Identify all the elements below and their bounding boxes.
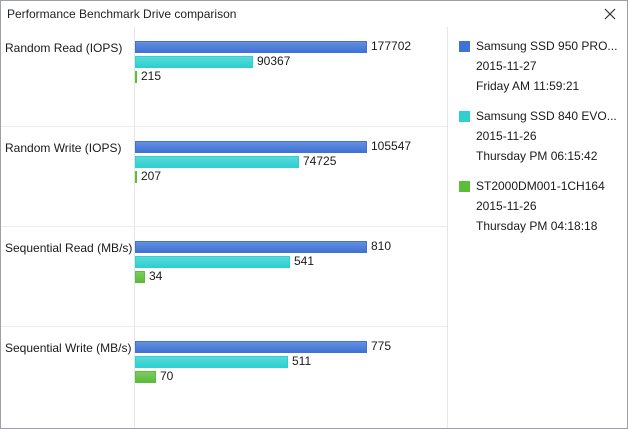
bar-sequential-read-series-1 bbox=[135, 241, 367, 253]
metric-group-sequential-read: Sequential Read (MB/s) 810 541 34 bbox=[1, 227, 448, 327]
metric-label: Sequential Write (MB/s) bbox=[5, 341, 132, 355]
legend-date: 2015-11-26 bbox=[476, 129, 537, 143]
bar-random-read-series-3 bbox=[135, 71, 137, 83]
bar-value-label: 215 bbox=[141, 69, 162, 83]
metric-group-random-write: Random Write (IOPS) 105547 74725 207 bbox=[1, 127, 448, 227]
legend-name: ST2000DM001-1CH164 bbox=[476, 179, 605, 193]
bar-value-label: 90367 bbox=[257, 54, 291, 68]
bar-random-write-series-2 bbox=[135, 156, 299, 168]
metric-group-random-read: Random Read (IOPS) 177702 90367 215 bbox=[1, 27, 448, 127]
bar-sequential-read-series-3 bbox=[135, 271, 145, 283]
group-separator bbox=[1, 326, 448, 327]
legend-swatch bbox=[459, 41, 470, 52]
bar-value-label: 541 bbox=[294, 254, 315, 268]
bar-random-read-series-2 bbox=[135, 56, 253, 68]
metric-label: Random Write (IOPS) bbox=[5, 141, 122, 155]
metric-label: Random Read (IOPS) bbox=[5, 41, 123, 55]
group-separator bbox=[1, 126, 448, 127]
bar-value-label: 775 bbox=[371, 339, 392, 353]
chart-axis-line bbox=[134, 27, 135, 428]
legend-item: Samsung SSD 840 EVO... 2015-11-26 Thursday… bbox=[459, 108, 624, 178]
bar-random-read-series-1 bbox=[135, 41, 367, 53]
bar-sequential-write-series-2 bbox=[135, 356, 288, 368]
close-button[interactable] bbox=[599, 3, 621, 25]
legend-time: Thursday PM 04:18:18 bbox=[476, 219, 598, 233]
legend-item: Samsung SSD 950 PRO... 2015-11-27 Friday A… bbox=[459, 38, 624, 108]
group-separator bbox=[1, 226, 448, 227]
bar-value-label: 810 bbox=[371, 239, 392, 253]
legend-swatch bbox=[459, 181, 470, 192]
legend-item: ST2000DM001-1CH164 2015-11-26 Thursday PM … bbox=[459, 178, 624, 248]
legend-name: Samsung SSD 950 PRO... bbox=[476, 39, 618, 53]
bar-value-label: 511 bbox=[292, 354, 312, 368]
legend-date: 2015-11-27 bbox=[476, 59, 537, 73]
bar-random-write-series-3 bbox=[135, 171, 137, 183]
metric-group-sequential-write: Sequential Write (MB/s) 775 511 70 bbox=[1, 327, 448, 427]
close-icon bbox=[604, 8, 616, 20]
bar-value-label: 177702 bbox=[371, 39, 412, 53]
title-bar: Performance Benchmark Drive comparison bbox=[1, 1, 627, 27]
benchmark-chart: Random Read (IOPS) 177702 90367 215 Random W… bbox=[1, 27, 448, 428]
legend-time: Friday AM 11:59:21 bbox=[476, 79, 580, 93]
legend: Samsung SSD 950 PRO... 2015-11-27 Friday A… bbox=[459, 38, 624, 248]
bar-random-write-series-1 bbox=[135, 141, 367, 153]
legend-swatch bbox=[459, 111, 470, 122]
bar-value-label: 74725 bbox=[303, 154, 337, 168]
bar-sequential-read-series-2 bbox=[135, 256, 290, 268]
bar-value-label: 207 bbox=[141, 169, 162, 183]
bar-value-label: 105547 bbox=[371, 139, 412, 153]
window-title: Performance Benchmark Drive comparison bbox=[7, 7, 237, 21]
bar-sequential-write-series-3 bbox=[135, 371, 156, 383]
legend-date: 2015-11-26 bbox=[476, 199, 537, 213]
legend-divider bbox=[447, 27, 448, 428]
bar-value-label: 34 bbox=[149, 269, 163, 283]
legend-name: Samsung SSD 840 EVO... bbox=[476, 109, 617, 123]
bar-sequential-write-series-1 bbox=[135, 341, 367, 353]
bar-value-label: 70 bbox=[160, 369, 174, 383]
metric-label: Sequential Read (MB/s) bbox=[5, 241, 133, 255]
legend-time: Thursday PM 06:15:42 bbox=[476, 149, 598, 163]
